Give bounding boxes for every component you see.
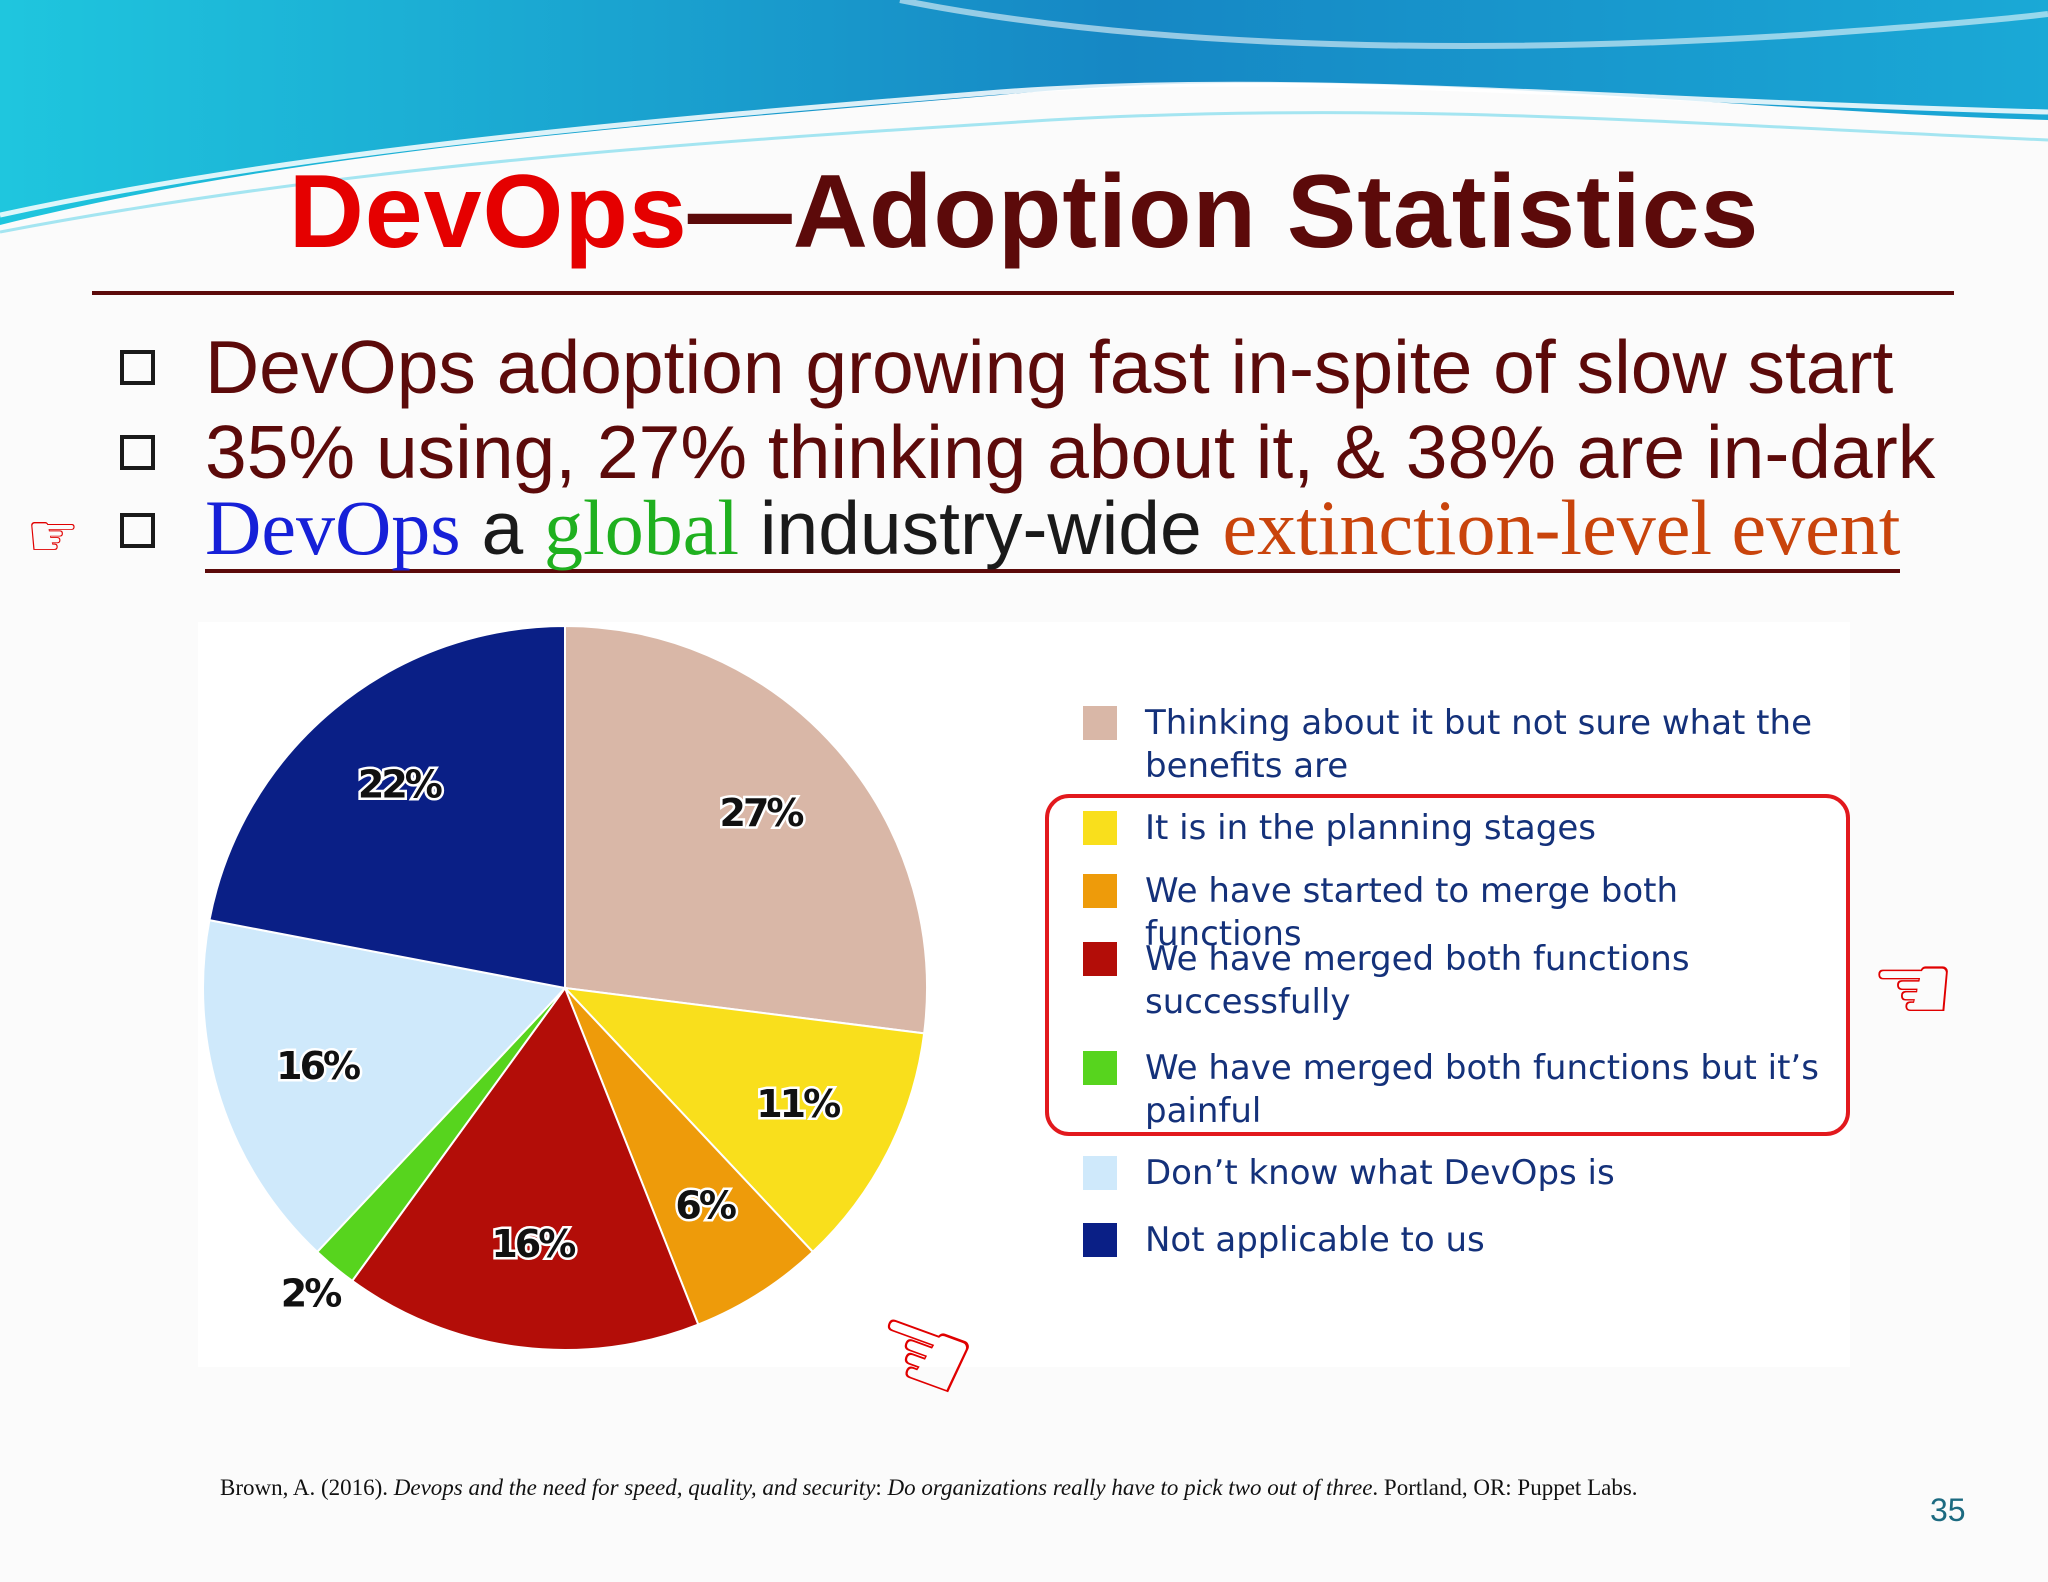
pie-data-label: 6% xyxy=(675,1184,735,1228)
word-extinction-level-event: extinction-level event xyxy=(1222,484,1901,572)
chart-panel: 27% 11% 6% 16% 2% 16% 22% Thinking about it bu… xyxy=(198,622,1850,1367)
legend-label: We have merged both functions successful… xyxy=(1145,939,1690,1022)
legend-item: Not applicable to us xyxy=(1083,1219,1845,1262)
legend-highlight-box xyxy=(1045,794,1850,1136)
word-devops: DevOps xyxy=(205,484,461,572)
legend-item: We have merged both functions but it’s p… xyxy=(1083,1047,1845,1133)
pie-data-label: 11% xyxy=(756,1082,840,1126)
legend-label: We have merged both functions but it’s p… xyxy=(1145,1048,1819,1131)
pointing-hand-left-icon: ☜ xyxy=(1870,932,1957,1044)
bullet-1-text: DevOps adoption growing fast in-spite of… xyxy=(205,325,1894,409)
slide-title: DevOps—Adoption Statistics xyxy=(0,160,2048,264)
citation-subtitle: Do organizations really have to pick two… xyxy=(887,1475,1373,1500)
bullet-2-text: 35% using, 27% thinking about it, & 38% … xyxy=(205,410,1936,494)
pie-slice xyxy=(564,987,815,1326)
checkbox-square-icon xyxy=(120,349,155,385)
legend-swatch xyxy=(1083,706,1117,740)
legend-item: We have started to merge both functions xyxy=(1083,870,1845,956)
legend-swatch xyxy=(1083,942,1117,976)
pointing-hand-right-icon: ☞ xyxy=(26,501,80,571)
bullet-1: DevOps adoption growing fast in-spite of… xyxy=(120,322,1893,412)
citation-publisher: . Portland, OR: Puppet Labs. xyxy=(1372,1475,1638,1500)
legend-label: It is in the planning stages xyxy=(1145,808,1596,848)
legend-swatch xyxy=(1083,874,1117,908)
word-global: global xyxy=(544,484,739,572)
word-industry-wide: industry-wide xyxy=(739,486,1223,571)
pie-slice xyxy=(562,986,926,1254)
legend-label: We have started to merge both functions xyxy=(1145,871,1679,954)
citation-title: Devops and the need for speed, quality, … xyxy=(393,1475,876,1500)
legend-swatch xyxy=(1083,1223,1117,1257)
legend-item: We have merged both functions successful… xyxy=(1083,938,1845,1024)
legend-item: Thinking about it but not sure what the … xyxy=(1083,702,1845,788)
pie-data-label: 2% xyxy=(281,1272,341,1316)
legend-swatch xyxy=(1083,811,1117,845)
pie-data-label: 16% xyxy=(491,1222,575,1266)
legend-label: Not applicable to us xyxy=(1145,1220,1485,1260)
pie-slice xyxy=(564,624,928,1035)
legend-item: It is in the planning stages xyxy=(1083,807,1845,850)
bullet-2: 35% using, 27% thinking about it, & 38% … xyxy=(120,407,1935,497)
page-number: 35 xyxy=(1930,1492,1966,1528)
checkbox-square-icon xyxy=(120,512,155,548)
citation-sep: : xyxy=(875,1475,888,1500)
pie-slice xyxy=(208,624,566,990)
pie-slice xyxy=(350,985,700,1351)
citation: Brown, A. (2016). Devops and the need fo… xyxy=(220,1475,1638,1501)
pie-chart: 27% 11% 6% 16% 2% 16% 22% xyxy=(202,624,928,1351)
legend-label: Thinking about it but not sure what the … xyxy=(1145,703,1812,786)
legend-item: Don’t know what DevOps is xyxy=(1083,1152,1845,1195)
title-devops: DevOps xyxy=(288,154,688,270)
word-a: a xyxy=(460,486,545,571)
legend-swatch xyxy=(1083,1051,1117,1085)
header-wave-decoration xyxy=(0,0,2048,234)
pie-data-label: 16% xyxy=(276,1044,360,1088)
bullet-3: DevOps a global industry-wide extinction… xyxy=(120,484,1901,575)
pie-data-label: 27% xyxy=(720,791,804,835)
bullet-3-text: DevOps a global industry-wide extinction… xyxy=(205,484,1901,573)
title-rest: —Adoption Statistics xyxy=(687,154,1760,270)
citation-author: Brown, A. (2016). xyxy=(220,1475,394,1500)
title-underline xyxy=(92,291,1954,295)
checkbox-square-icon xyxy=(120,434,155,470)
pie-slice xyxy=(202,918,567,1254)
pie-data-label: 22% xyxy=(358,763,442,807)
legend-swatch xyxy=(1083,1156,1117,1190)
legend-label: Don’t know what DevOps is xyxy=(1145,1153,1615,1193)
